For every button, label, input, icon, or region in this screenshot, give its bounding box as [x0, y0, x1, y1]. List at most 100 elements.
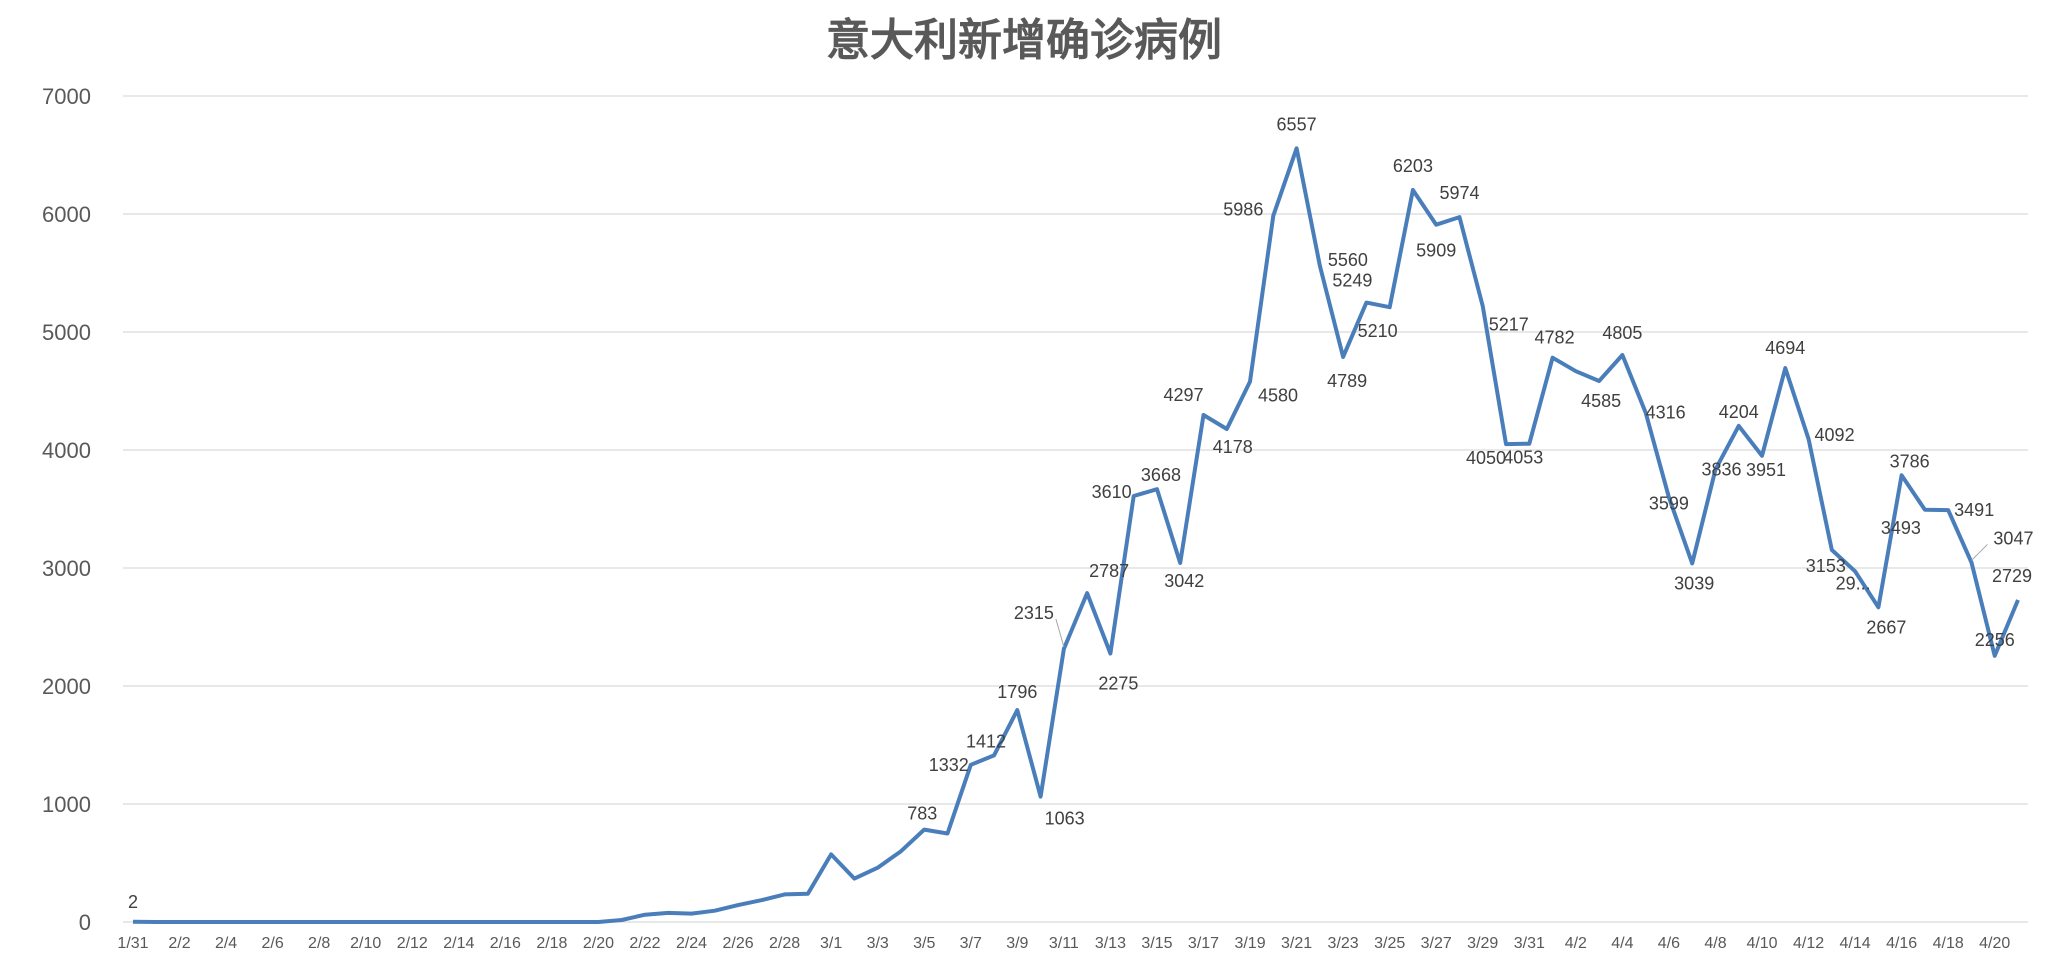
x-tick-label: 4/18 [1933, 935, 1964, 952]
data-label: 2315 [1014, 603, 1054, 623]
data-label: 3836 [1701, 459, 1741, 479]
x-tick-label: 3/13 [1095, 935, 1126, 952]
x-tick-label: 4/12 [1793, 935, 1824, 952]
data-label: 2667 [1866, 617, 1906, 637]
x-tick-label: 2/8 [308, 935, 330, 952]
data-label: 4782 [1535, 328, 1575, 348]
x-tick-label: 2/16 [490, 935, 521, 952]
x-tick-label: 2/14 [443, 935, 474, 952]
data-label: 2 [128, 892, 138, 912]
data-label: 4050 [1466, 448, 1506, 468]
data-label: 4178 [1213, 437, 1253, 457]
data-label: 1796 [997, 682, 1037, 702]
data-label: 3042 [1164, 571, 1204, 591]
x-tick-label: 4/4 [1611, 935, 1633, 952]
data-label: 3491 [1954, 500, 1994, 520]
data-label: 5249 [1332, 271, 1372, 291]
x-tick-label: 2/10 [350, 935, 381, 952]
y-tick-label: 2000 [42, 674, 91, 699]
data-label: 783 [907, 804, 937, 824]
y-tick-label: 5000 [42, 320, 91, 345]
x-tick-label: 2/18 [536, 935, 567, 952]
data-label: 2256 [1975, 630, 2015, 650]
y-tick-label: 0 [79, 910, 91, 935]
data-label: 2787 [1089, 561, 1129, 581]
y-tick-label: 6000 [42, 202, 91, 227]
data-label: 5909 [1416, 241, 1456, 261]
x-tick-label: 3/27 [1421, 935, 1452, 952]
data-label: 4053 [1503, 448, 1543, 468]
data-label: 2729 [1992, 566, 2032, 586]
x-tick-label: 3/31 [1514, 935, 1545, 952]
data-label: 29... [1836, 573, 1871, 593]
data-label: 4092 [1815, 425, 1855, 445]
x-tick-label: 3/17 [1188, 935, 1219, 952]
x-tick-label: 3/11 [1049, 935, 1079, 952]
data-label: 4580 [1258, 386, 1298, 406]
data-label: 4297 [1163, 385, 1203, 405]
data-label: 3599 [1649, 493, 1689, 513]
data-label: 5560 [1328, 250, 1368, 270]
x-tick-label: 2/6 [262, 935, 284, 952]
data-label-leader [1971, 544, 1988, 561]
x-tick-label: 3/9 [1006, 935, 1028, 952]
data-label: 3047 [1993, 528, 2033, 548]
x-tick-label: 3/15 [1141, 935, 1172, 952]
x-tick-label: 4/14 [1840, 935, 1871, 952]
x-tick-label: 3/21 [1281, 935, 1312, 952]
data-label: 3786 [1890, 451, 1930, 471]
x-tick-label: 3/5 [913, 935, 935, 952]
data-label: 3951 [1746, 460, 1786, 480]
y-tick-label: 1000 [42, 792, 91, 817]
data-label: 3610 [1092, 482, 1132, 502]
x-tick-label: 2/24 [676, 935, 707, 952]
data-label: 5210 [1358, 321, 1398, 341]
x-tick-label: 2/2 [168, 935, 190, 952]
data-label: 4585 [1581, 391, 1621, 411]
y-tick-label: 7000 [42, 84, 91, 109]
data-label: 5986 [1223, 200, 1263, 220]
series-line [132, 146, 2020, 924]
x-tick-label: 3/29 [1467, 935, 1498, 952]
data-label-leader [1055, 618, 1065, 647]
data-label: 1412 [966, 731, 1006, 751]
x-tick-label: 3/1 [820, 935, 842, 952]
data-label: 1063 [1045, 809, 1085, 829]
data-label: 5217 [1489, 314, 1529, 334]
data-label: 4694 [1765, 338, 1805, 358]
x-tick-label: 3/23 [1328, 935, 1359, 952]
data-label: 2275 [1098, 674, 1138, 694]
x-tick-label: 3/19 [1234, 935, 1265, 952]
x-tick-label: 3/25 [1374, 935, 1405, 952]
x-tick-label: 3/3 [867, 935, 889, 952]
y-tick-label: 4000 [42, 438, 91, 463]
x-tick-label: 4/10 [1746, 935, 1777, 952]
x-tick-label: 2/26 [722, 935, 753, 952]
chart-title: 意大利新增确诊病例 [826, 15, 1222, 66]
x-tick-label: 4/6 [1658, 935, 1680, 952]
x-tick-label: 4/16 [1886, 935, 1917, 952]
data-label: 4204 [1719, 402, 1759, 422]
data-label: 1332 [929, 755, 969, 775]
data-label: 3493 [1881, 518, 1921, 538]
data-label: 6203 [1393, 156, 1433, 176]
data-label: 4805 [1602, 323, 1642, 343]
y-tick-label: 3000 [42, 556, 91, 581]
x-tick-label: 4/8 [1704, 935, 1726, 952]
x-tick-label: 4/2 [1565, 935, 1587, 952]
data-label: 3039 [1674, 573, 1714, 593]
x-tick-label: 2/22 [629, 935, 660, 952]
x-tick-label: 3/7 [960, 935, 982, 952]
data-label: 4316 [1646, 403, 1686, 423]
data-label: 3668 [1141, 465, 1181, 485]
x-tick-label: 2/12 [397, 935, 428, 952]
x-tick-label: 2/20 [583, 935, 614, 952]
data-label: 3153 [1806, 556, 1846, 576]
x-tick-label: 1/31 [117, 935, 148, 952]
x-tick-label: 2/28 [769, 935, 800, 952]
x-tick-label: 2/4 [215, 935, 237, 952]
data-label: 4789 [1327, 371, 1367, 391]
data-label: 6557 [1277, 114, 1317, 134]
